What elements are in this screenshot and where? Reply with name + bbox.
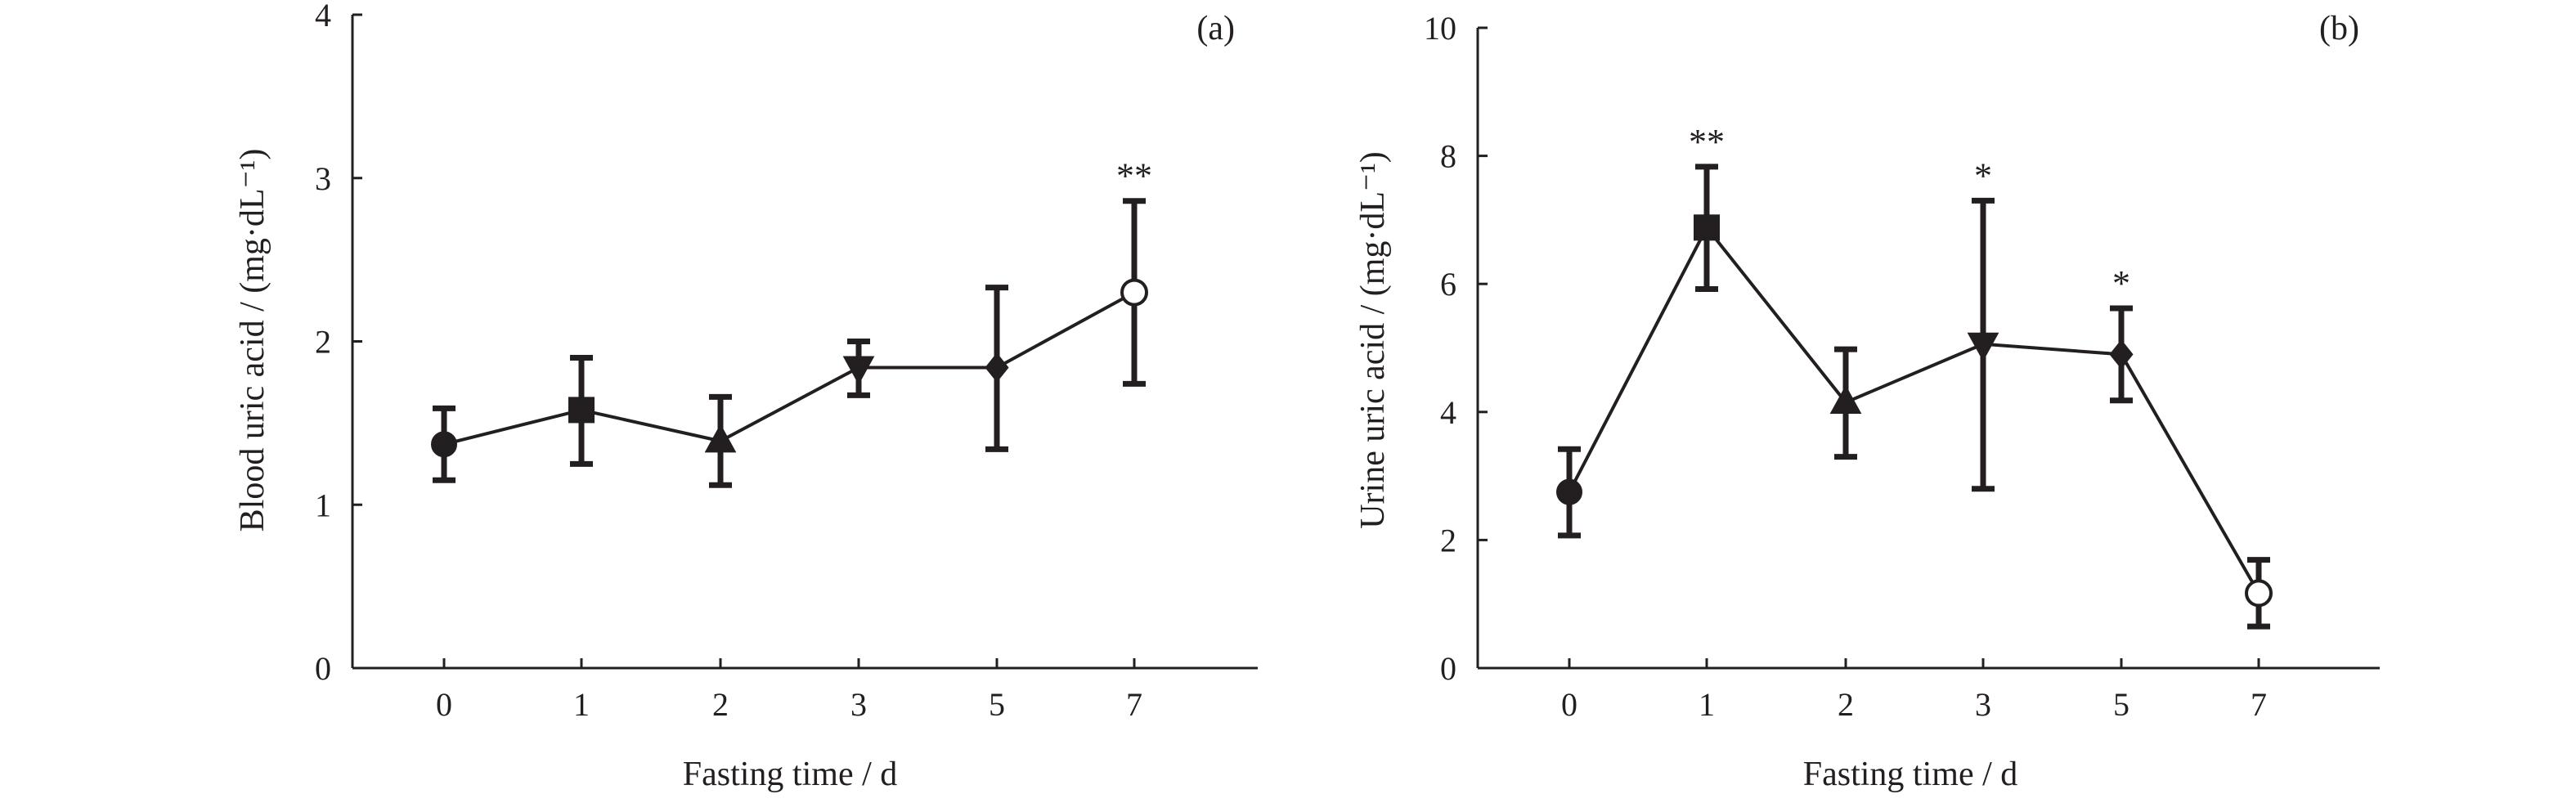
panel-a-x-tick-label: 3 <box>850 686 867 723</box>
panel-b-data-point <box>1829 384 1862 415</box>
panel-a-x-tick-label: 7 <box>1126 686 1142 723</box>
panel-b-y-tick-label: 4 <box>1440 394 1456 431</box>
panel-b-label: (b) <box>2319 10 2359 47</box>
panel-b-data-point <box>2109 339 2134 370</box>
panel-a-data-point <box>842 356 875 385</box>
panel-b-x-tick-label: 0 <box>1561 686 1577 723</box>
panel-b-x-tick-label: 1 <box>1699 686 1715 723</box>
panel-b-y-axis-label: Urine uric acid / (mg·dL⁻¹) <box>1354 151 1392 529</box>
panel-a-y-tick-label: 1 <box>315 487 331 523</box>
panel-a-y-axis-label: Blood uric acid / (mg·dL⁻¹) <box>234 149 272 532</box>
panel-a-data-point <box>431 431 457 458</box>
panel-a-y-tick-label: 0 <box>315 650 331 687</box>
panel-b-x-tick-label: 5 <box>2113 686 2129 723</box>
panel-a-y-tick-label: 3 <box>315 160 331 197</box>
panel-a-data-point <box>568 397 595 424</box>
panel-a-data-point <box>985 352 1009 383</box>
panel-b-y-tick-label: 0 <box>1440 650 1456 687</box>
panel-b-significance-label: * <box>1974 155 1992 195</box>
panel-b-x-tick-label: 3 <box>1975 686 1991 723</box>
panel-a-label: (a) <box>1196 10 1235 47</box>
panel-b-x-axis-label: Fasting time / d <box>1803 756 2018 793</box>
panel-b-data-point <box>1556 478 1582 505</box>
panel-a-y-tick-label: 4 <box>315 0 331 34</box>
panel-b-series-line <box>1568 224 2260 594</box>
panel-b-significance-label: * <box>2112 263 2130 303</box>
panel-b-data-point <box>1694 214 1720 241</box>
panel-b-y-tick-label: 6 <box>1440 266 1456 303</box>
panel-a-data-point <box>704 424 737 453</box>
panel-b-data-point <box>1967 332 1999 361</box>
panel-a-x-tick-label: 2 <box>712 686 729 723</box>
panel-a-x-axis-label: Fasting time / d <box>683 756 898 793</box>
chart-panel-b: (b) Urine uric acid / (mg·dL⁻¹) Fasting … <box>1354 10 2380 793</box>
panel-a-y-tick-label: 2 <box>315 324 331 361</box>
panel-b-y-tick-label: 8 <box>1440 138 1456 175</box>
panel-a-data-point <box>1120 278 1148 307</box>
panel-b-x-tick-label: 2 <box>1838 686 1854 723</box>
panel-b-x-tick-label: 7 <box>2251 686 2267 723</box>
chart-panel-a: (a) Blood uric acid / (mg·dL⁻¹) Fasting … <box>234 0 1258 793</box>
panel-b-y-tick-label: 10 <box>1424 10 1456 47</box>
panel-b-y-tick-label: 2 <box>1440 522 1456 559</box>
panel-b-data-point <box>2245 579 2273 608</box>
panel-a-series-line <box>443 290 1135 446</box>
panel-a-significance-label: ** <box>1116 156 1152 196</box>
panel-a-x-tick-label: 1 <box>573 686 590 723</box>
panel-a-x-tick-label: 0 <box>436 686 452 723</box>
panel-a-x-tick-label: 5 <box>989 686 1005 723</box>
panel-b-significance-label: ** <box>1689 122 1725 162</box>
